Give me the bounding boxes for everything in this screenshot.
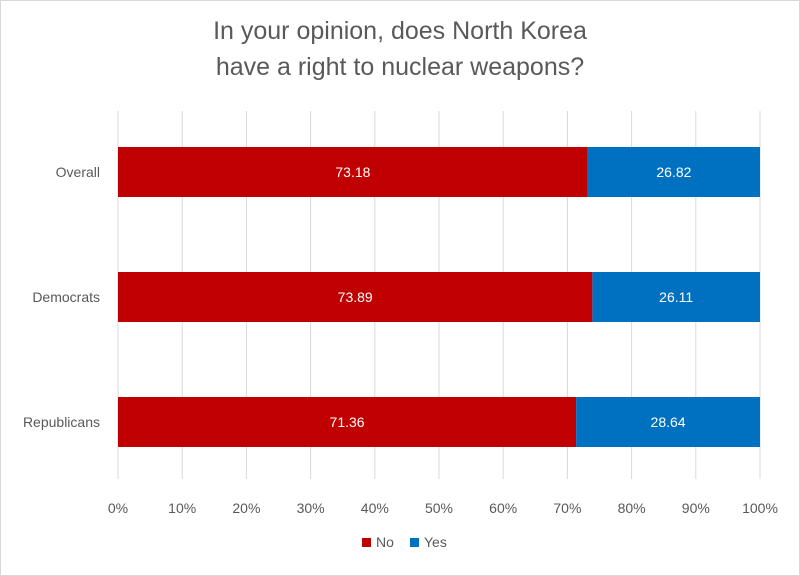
x-tick-label: 20%	[232, 500, 260, 516]
x-tick-label: 0%	[108, 500, 128, 516]
x-tick-label: 40%	[361, 500, 389, 516]
category-label: Republicans	[23, 414, 100, 430]
legend-swatch-yes	[410, 538, 419, 547]
x-tick-label: 60%	[489, 500, 517, 516]
x-tick-label: 80%	[618, 500, 646, 516]
bar-yes	[587, 147, 760, 197]
data-label: 71.36	[330, 414, 365, 430]
legend-swatch-no	[362, 538, 371, 547]
data-label: 26.11	[659, 289, 693, 305]
bar-yes	[592, 272, 760, 322]
x-tick-label: 30%	[297, 500, 325, 516]
chart-title-line-2: have a right to nuclear weapons?	[215, 53, 585, 81]
x-tick-label: 10%	[168, 500, 196, 516]
legend-label-yes: Yes	[424, 534, 447, 550]
bar-yes	[576, 397, 760, 447]
category-label: Overall	[56, 164, 100, 180]
chart-title-line-1: In your opinion, does North Korea	[213, 17, 587, 45]
legend-label-no: No	[376, 534, 394, 550]
data-label: 73.89	[338, 289, 373, 305]
category-label: Democrats	[32, 289, 100, 305]
bar-no	[118, 397, 577, 447]
data-label: 28.64	[651, 414, 686, 430]
bar-no	[118, 272, 593, 322]
x-tick-label: 90%	[682, 500, 710, 516]
bar-no	[118, 147, 588, 197]
data-label: 26.82	[656, 164, 691, 180]
data-label: 73.18	[335, 164, 370, 180]
x-tick-label: 50%	[425, 500, 453, 516]
x-tick-label: 100%	[742, 500, 778, 516]
x-tick-label: 70%	[553, 500, 581, 516]
